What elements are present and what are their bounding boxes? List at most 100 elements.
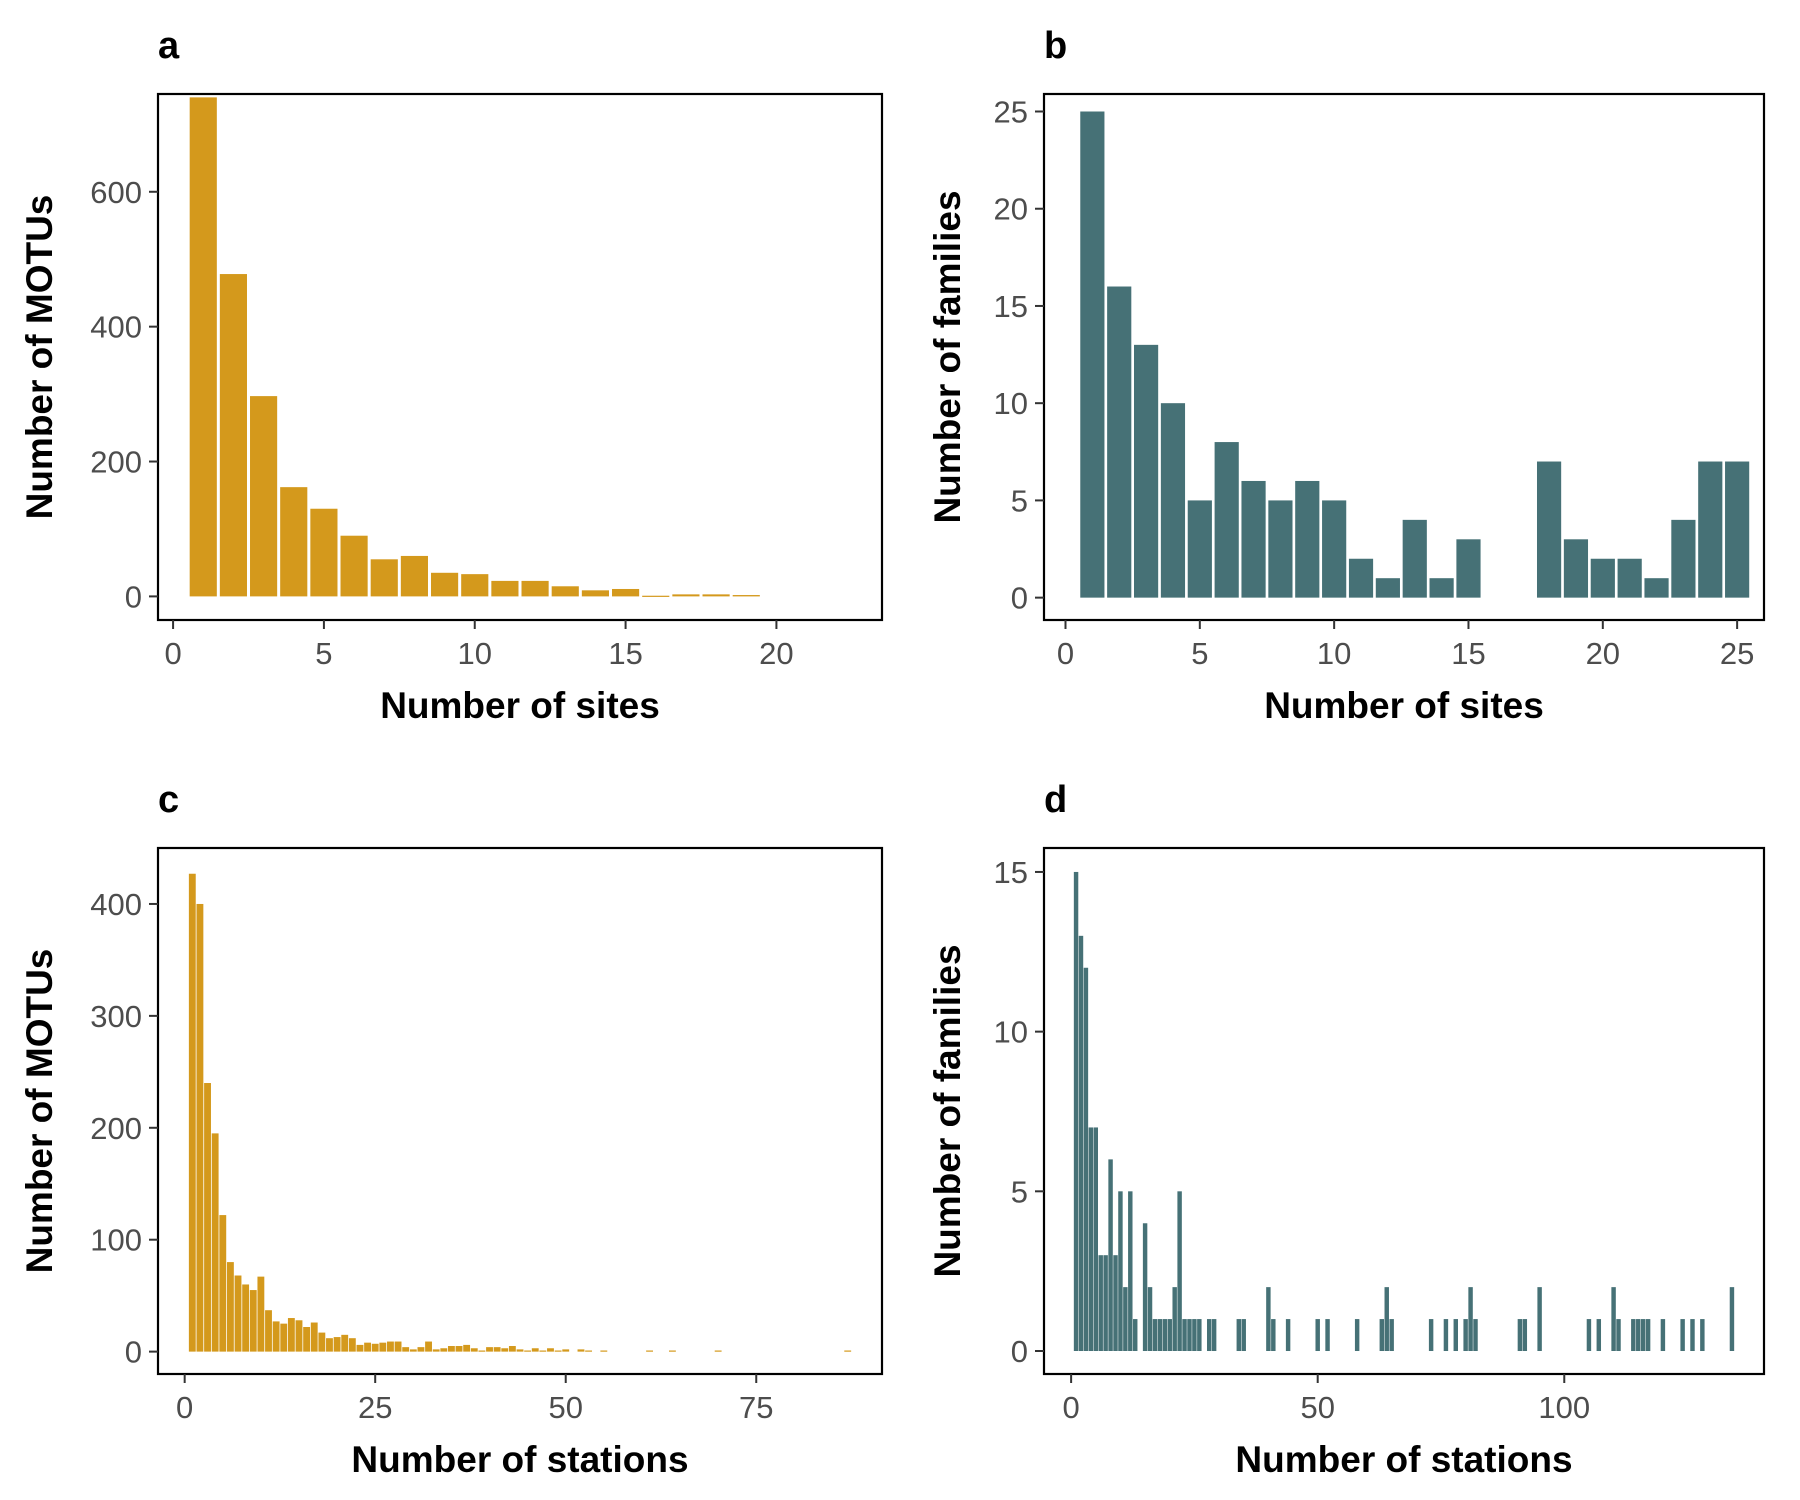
bar (1142, 1223, 1148, 1352)
bar (348, 1338, 356, 1352)
x-tick-label: 50 (1300, 1390, 1334, 1425)
x-tick-label: 10 (1317, 636, 1351, 671)
chart-panel-d: 0 50 100 0 5 10 15 Number of stations Number of … (927, 846, 1766, 1480)
bar (242, 1284, 250, 1352)
bar (1322, 500, 1347, 598)
bar (600, 1350, 608, 1352)
bar (531, 1348, 539, 1352)
bar (1468, 1287, 1473, 1351)
bar (226, 1262, 234, 1352)
bar (432, 1349, 440, 1352)
bar (1700, 1319, 1705, 1352)
bar (547, 1348, 554, 1352)
bar (287, 1318, 295, 1352)
bar (340, 535, 368, 597)
bar (1266, 1287, 1271, 1351)
bar (1522, 1319, 1528, 1352)
bar (211, 1133, 219, 1352)
y-axis-title: Number of MOTUs (19, 195, 60, 520)
bar (521, 580, 549, 597)
bar (1680, 1319, 1685, 1352)
bar (1671, 519, 1696, 598)
bar (1134, 344, 1159, 598)
bar (1354, 1319, 1360, 1352)
y-tick-label: 5 (1011, 483, 1028, 518)
bar (1078, 935, 1084, 1352)
bar (1375, 578, 1400, 598)
bar (493, 1347, 501, 1352)
bar (1187, 500, 1212, 598)
bar (447, 1346, 455, 1352)
bar (1241, 1319, 1246, 1352)
bar (1429, 578, 1454, 598)
bar (1660, 1319, 1666, 1352)
x-tick-label: 75 (739, 1390, 773, 1425)
y-tick-label: 600 (90, 175, 142, 210)
bar (1088, 1127, 1094, 1352)
panel-letter-c: c (158, 779, 179, 821)
bar (333, 1337, 341, 1352)
x-axis-title: Number of stations (351, 1439, 688, 1480)
bar (341, 1334, 349, 1352)
y-tick-label: 0 (1011, 1334, 1028, 1369)
x-tick-label: 0 (1057, 636, 1074, 671)
bar (1123, 1287, 1128, 1351)
bar (310, 1322, 318, 1352)
bar (1725, 461, 1750, 598)
bar (250, 396, 278, 597)
bar (371, 1343, 379, 1352)
bar (204, 1083, 211, 1352)
bar (1147, 1287, 1153, 1351)
bar (1083, 967, 1089, 1351)
bar (585, 1350, 593, 1352)
bar (364, 1342, 372, 1352)
bar (1236, 1319, 1242, 1352)
bar (646, 1350, 653, 1352)
x-axis-title: Number of sites (380, 685, 660, 726)
bar (1537, 1287, 1542, 1351)
bar (1456, 539, 1481, 598)
plot-frame (156, 92, 884, 622)
x-tick-label: 100 (1538, 1390, 1590, 1425)
bar (1640, 1319, 1646, 1352)
bar (1167, 1319, 1172, 1352)
x-tick-label: 0 (164, 636, 181, 671)
bar (581, 590, 609, 597)
bar (1133, 1319, 1138, 1352)
bar (400, 555, 428, 597)
bar (1617, 558, 1642, 598)
x-tick-label: 15 (1451, 636, 1485, 671)
y-tick-label: 0 (1011, 581, 1028, 616)
bar (1636, 1319, 1641, 1352)
bar (1384, 1287, 1389, 1351)
bar (642, 595, 670, 597)
y-tick-label: 25 (994, 95, 1028, 130)
x-tick-label: 50 (548, 1390, 582, 1425)
x-tick-label: 25 (358, 1390, 392, 1425)
bar (1177, 1191, 1182, 1351)
y-axis-title: Number of MOTUs (19, 949, 60, 1274)
y-tick-label: 20 (994, 192, 1028, 227)
bar (272, 1321, 280, 1352)
x-tick-label: 5 (1191, 636, 1208, 671)
bar (1690, 1319, 1695, 1352)
bar (1402, 519, 1427, 598)
bar (280, 487, 308, 597)
bar (219, 1215, 227, 1352)
bar (234, 1275, 242, 1352)
bar (551, 586, 579, 597)
x-tick-label: 0 (1062, 1390, 1079, 1425)
bar (1107, 286, 1132, 598)
panel-letter-b: b (1044, 25, 1067, 67)
bar (387, 1341, 394, 1352)
bar (280, 1323, 288, 1352)
bar (501, 1348, 509, 1352)
x-axis-title: Number of stations (1235, 1439, 1572, 1480)
bar (1113, 1255, 1118, 1351)
bar (1162, 1319, 1168, 1352)
bar (554, 1350, 562, 1352)
bar (1182, 1319, 1187, 1352)
bar (1644, 578, 1669, 598)
bar (1103, 1255, 1108, 1351)
bar (402, 1347, 410, 1352)
